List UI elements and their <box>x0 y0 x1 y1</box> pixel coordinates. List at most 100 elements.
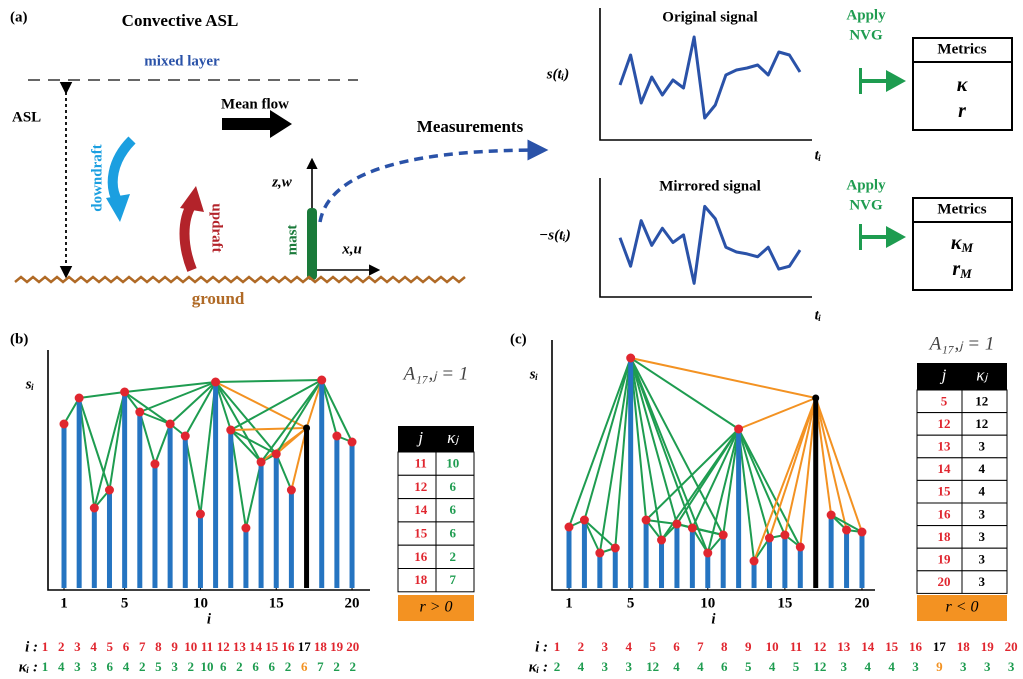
visibility-edge <box>630 357 740 430</box>
metrics-box <box>912 37 1013 131</box>
index-value: 14 <box>861 639 875 654</box>
visibility-edge <box>738 397 817 430</box>
y-axis-label: −s(tᵢ) <box>539 227 571 243</box>
table-cell: 6 <box>449 502 456 517</box>
index-value: 9 <box>171 639 178 654</box>
downdraft-label: downdraft <box>89 144 105 212</box>
visibility-edge <box>629 357 648 521</box>
y-axis-label: s(tᵢ) <box>546 66 570 82</box>
index-value: 3 <box>602 639 609 654</box>
measurements-label: Measurements <box>417 117 524 136</box>
node <box>256 457 266 467</box>
metric-subscript: M <box>959 266 972 281</box>
bar <box>243 528 249 588</box>
signal-line <box>618 204 802 285</box>
visibility-edge <box>139 411 171 425</box>
visibility-edge <box>814 397 863 533</box>
table-cell: 12 <box>975 416 988 431</box>
table-cell: 2 <box>449 549 456 564</box>
index-label: i : <box>25 639 38 655</box>
index-value: 4 <box>90 639 97 654</box>
bar <box>643 520 649 588</box>
visibility-edge <box>244 461 263 529</box>
node <box>135 407 145 417</box>
visibility-edge <box>275 453 293 491</box>
bar <box>137 412 143 588</box>
node <box>120 387 130 397</box>
x-tick-label: 10 <box>193 595 208 611</box>
table-cell: 3 <box>979 506 986 521</box>
panel-label: (a) <box>10 9 28 25</box>
degree-value: 6 <box>107 659 114 674</box>
degree-value: 4 <box>769 659 776 674</box>
mixed-layer-label: mixed layer <box>144 53 220 69</box>
bar <box>844 530 850 588</box>
x-axis-label: i <box>711 611 716 627</box>
table-cell: 16 <box>938 506 952 521</box>
node <box>795 542 805 552</box>
node <box>734 424 744 434</box>
node <box>857 527 867 537</box>
visibility-edge <box>275 427 308 455</box>
metric-symbol: r <box>958 100 966 122</box>
bar <box>182 436 188 588</box>
visibility-edge <box>320 379 338 437</box>
degree-value: 3 <box>171 659 178 674</box>
index-value: 20 <box>346 639 359 654</box>
index-value: 12 <box>217 639 230 654</box>
visibility-edge <box>799 397 817 548</box>
bar <box>720 535 726 588</box>
bar <box>106 490 112 588</box>
signal-axes <box>599 178 812 298</box>
x-tick-label: 20 <box>854 595 869 611</box>
visibility-edge <box>706 428 740 554</box>
degree-value: 6 <box>252 659 259 674</box>
node <box>271 449 281 459</box>
degree-value: 3 <box>841 659 848 674</box>
x-axis-label: tᵢ <box>815 147 822 163</box>
node <box>672 519 682 529</box>
visibility-edge <box>184 381 217 437</box>
updraft-head <box>180 186 204 212</box>
visibility-edge <box>645 428 740 521</box>
degree-value: 2 <box>139 659 146 674</box>
degree-value: 3 <box>984 659 991 674</box>
bar <box>288 490 294 588</box>
metric: κM <box>951 232 974 255</box>
visibility-edge <box>214 381 278 455</box>
node <box>687 523 697 533</box>
bar <box>736 429 742 588</box>
visibility-edge <box>676 428 740 525</box>
metric-symbol: κ <box>957 74 968 96</box>
visibility-edge <box>753 397 817 562</box>
bar <box>228 430 234 588</box>
node <box>595 548 605 558</box>
visibility-edge <box>768 397 817 539</box>
measurement-arrow <box>318 139 549 223</box>
table-cell: 7 <box>449 572 456 587</box>
node <box>89 503 99 513</box>
index-value: 11 <box>790 639 802 654</box>
x-tick-label: 1 <box>565 595 573 611</box>
z-label: z,w <box>271 174 293 190</box>
visibility-edge <box>199 381 217 515</box>
apply-label: NVG <box>849 27 883 43</box>
bar <box>659 540 665 588</box>
index-value: 16 <box>282 639 296 654</box>
metric-symbol: r <box>952 258 960 280</box>
visibility-edge <box>230 429 277 455</box>
visibility-edge <box>783 397 817 536</box>
table-cell: 19 <box>938 551 952 566</box>
table-title: A₁₇,ⱼ = 1 <box>402 363 469 384</box>
degree-value: 4 <box>697 659 704 674</box>
visibility-edge <box>230 427 307 431</box>
bar <box>782 535 788 588</box>
visibility-edge <box>614 357 632 549</box>
visibility-edge <box>214 381 232 431</box>
table-cell: 10 <box>446 456 459 471</box>
node <box>812 394 820 402</box>
index-value: 15 <box>265 639 279 654</box>
apply-label: Apply <box>846 7 886 23</box>
table-cell: 16 <box>414 549 428 564</box>
